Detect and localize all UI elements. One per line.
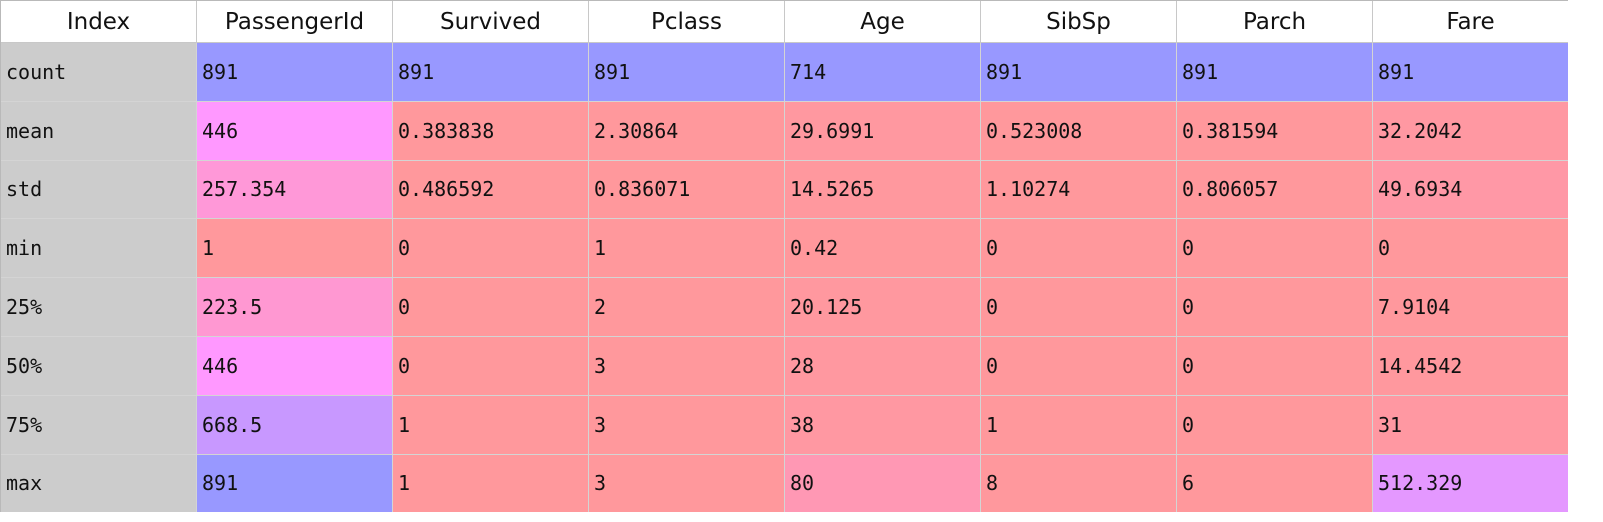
- data-cell-sibsp[interactable]: 8: [981, 454, 1177, 512]
- data-cell-survived[interactable]: 1: [393, 395, 589, 455]
- column-header-row: Index PassengerId Survived Pclass Age SibSp Pa…: [1, 1, 1568, 43]
- data-cell-pclass[interactable]: 1: [589, 219, 785, 279]
- column-header-age[interactable]: Age: [785, 1, 981, 43]
- row-index-cell[interactable]: max: [1, 454, 197, 512]
- data-cell-pclass[interactable]: 2.30864: [589, 101, 785, 161]
- data-cell-parch[interactable]: 0: [1177, 219, 1373, 279]
- data-cell-pclass[interactable]: 0.836071: [589, 160, 785, 220]
- data-cell-age[interactable]: 29.6991: [785, 101, 981, 161]
- data-cell-fare[interactable]: 14.4542: [1373, 337, 1568, 396]
- data-cell-survived[interactable]: 1: [393, 454, 589, 512]
- data-cell-age[interactable]: 0.42: [785, 219, 981, 279]
- data-cell-sibsp[interactable]: 891: [981, 43, 1177, 102]
- data-cell-survived[interactable]: 0.383838: [393, 101, 589, 161]
- data-cell-parch[interactable]: 0.806057: [1177, 160, 1373, 220]
- data-cell-passengerid[interactable]: 446: [197, 337, 393, 396]
- data-cell-passengerid[interactable]: 668.5: [197, 395, 393, 455]
- data-cell-passengerid[interactable]: 891: [197, 43, 393, 102]
- data-cell-fare[interactable]: 0: [1373, 219, 1568, 279]
- column-header-index[interactable]: Index: [1, 1, 197, 43]
- data-cell-pclass[interactable]: 891: [589, 43, 785, 102]
- data-cell-passengerid[interactable]: 223.5: [197, 278, 393, 337]
- data-cell-age[interactable]: 20.125: [785, 278, 981, 337]
- table-row-50pct: 50% 446 0 3 28 0 0 14.4542: [1, 337, 1568, 396]
- data-cell-pclass[interactable]: 3: [589, 395, 785, 455]
- data-cell-parch[interactable]: 0: [1177, 337, 1373, 396]
- data-cell-parch[interactable]: 0: [1177, 278, 1373, 337]
- table-row-25pct: 25% 223.5 0 2 20.125 0 0 7.9104: [1, 278, 1568, 337]
- data-cell-survived[interactable]: 0.486592: [393, 160, 589, 220]
- data-cell-survived[interactable]: 0: [393, 278, 589, 337]
- data-cell-parch[interactable]: 891: [1177, 43, 1373, 102]
- row-index-cell[interactable]: 25%: [1, 278, 197, 337]
- data-cell-passengerid[interactable]: 891: [197, 454, 393, 512]
- data-cell-sibsp[interactable]: 0: [981, 337, 1177, 396]
- window-margin: [1568, 0, 1603, 522]
- data-cell-survived[interactable]: 0: [393, 219, 589, 279]
- data-cell-survived[interactable]: 0: [393, 337, 589, 396]
- column-header-pclass[interactable]: Pclass: [589, 1, 785, 43]
- row-index-cell[interactable]: 50%: [1, 337, 197, 396]
- data-cell-pclass[interactable]: 2: [589, 278, 785, 337]
- data-cell-survived[interactable]: 891: [393, 43, 589, 102]
- data-cell-sibsp[interactable]: 0: [981, 219, 1177, 279]
- data-cell-pclass[interactable]: 3: [589, 337, 785, 396]
- data-cell-age[interactable]: 28: [785, 337, 981, 396]
- data-cell-parch[interactable]: 6: [1177, 454, 1373, 512]
- data-cell-fare[interactable]: 891: [1373, 43, 1568, 102]
- table-row-std: std 257.354 0.486592 0.836071 14.5265 1.10274…: [1, 160, 1568, 220]
- data-cell-passengerid[interactable]: 1: [197, 219, 393, 279]
- data-cell-parch[interactable]: 0.381594: [1177, 101, 1373, 161]
- column-header-passengerid[interactable]: PassengerId: [197, 1, 393, 43]
- data-cell-fare[interactable]: 31: [1373, 395, 1568, 455]
- data-cell-age[interactable]: 80: [785, 454, 981, 512]
- table-row-min: min 1 0 1 0.42 0 0 0: [1, 219, 1568, 279]
- table-row-mean: mean 446 0.383838 2.30864 29.6991 0.523008 0.3…: [1, 101, 1568, 161]
- row-index-cell[interactable]: mean: [1, 101, 197, 161]
- table-row-75pct: 75% 668.5 1 3 38 1 0 31: [1, 395, 1568, 455]
- column-header-sibsp[interactable]: SibSp: [981, 1, 1177, 43]
- row-index-cell[interactable]: count: [1, 43, 197, 102]
- data-cell-sibsp[interactable]: 1.10274: [981, 160, 1177, 220]
- describe-table[interactable]: Index PassengerId Survived Pclass Age SibSp Pa…: [0, 0, 1568, 512]
- row-index-cell[interactable]: 75%: [1, 395, 197, 455]
- data-cell-parch[interactable]: 0: [1177, 395, 1373, 455]
- row-index-cell[interactable]: min: [1, 219, 197, 279]
- data-cell-sibsp[interactable]: 0: [981, 278, 1177, 337]
- data-cell-sibsp[interactable]: 0.523008: [981, 101, 1177, 161]
- data-cell-age[interactable]: 38: [785, 395, 981, 455]
- data-cell-age[interactable]: 14.5265: [785, 160, 981, 220]
- data-cell-fare[interactable]: 49.6934: [1373, 160, 1568, 220]
- data-cell-sibsp[interactable]: 1: [981, 395, 1177, 455]
- table-row-max: max 891 1 3 80 8 6 512.329: [1, 454, 1568, 512]
- data-cell-fare[interactable]: 32.2042: [1373, 101, 1568, 161]
- column-header-parch[interactable]: Parch: [1177, 1, 1373, 43]
- data-cell-pclass[interactable]: 3: [589, 454, 785, 512]
- data-cell-passengerid[interactable]: 446: [197, 101, 393, 161]
- table-row-count: count 891 891 891 714 891 891 891: [1, 43, 1568, 102]
- column-header-survived[interactable]: Survived: [393, 1, 589, 43]
- data-cell-fare[interactable]: 512.329: [1373, 454, 1568, 512]
- data-cell-fare[interactable]: 7.9104: [1373, 278, 1568, 337]
- data-cell-passengerid[interactable]: 257.354: [197, 160, 393, 220]
- row-index-cell[interactable]: std: [1, 160, 197, 220]
- data-cell-age[interactable]: 714: [785, 43, 981, 102]
- column-header-fare[interactable]: Fare: [1373, 1, 1568, 43]
